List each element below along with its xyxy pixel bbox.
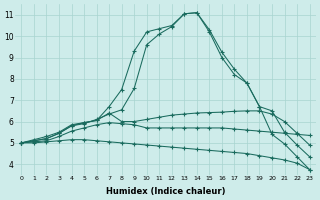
X-axis label: Humidex (Indice chaleur): Humidex (Indice chaleur) (106, 187, 225, 196)
